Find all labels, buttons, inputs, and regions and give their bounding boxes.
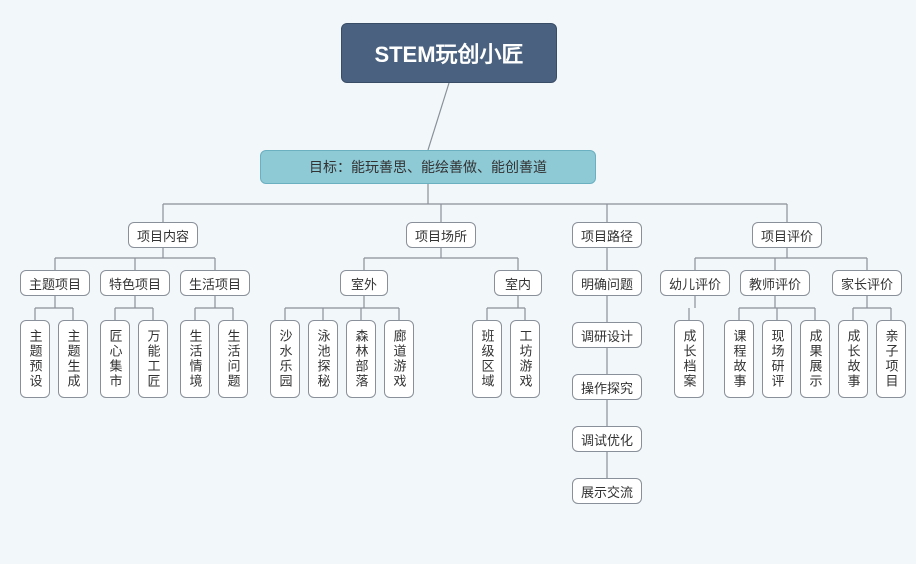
node-d15: 现场研评 [762, 320, 792, 398]
node-c2: 特色项目 [100, 270, 170, 296]
node-d16: 成果展示 [800, 320, 830, 398]
node-d1: 主题预设 [20, 320, 50, 398]
node-b1: 项目内容 [128, 222, 198, 248]
node-d10: 廊道游戏 [384, 320, 414, 398]
node-b3: 项目路径 [572, 222, 642, 248]
node-d12: 工坊游戏 [510, 320, 540, 398]
node-d2: 主题生成 [58, 320, 88, 398]
node-c9: 家长评价 [832, 270, 902, 296]
node-c7: 幼儿评价 [660, 270, 730, 296]
node-d7: 沙水乐园 [270, 320, 300, 398]
node-c5: 室内 [494, 270, 542, 296]
node-c8: 教师评价 [740, 270, 810, 296]
node-d6: 生活问题 [218, 320, 248, 398]
node-p5: 展示交流 [572, 478, 642, 504]
node-root: STEM玩创小匠 [341, 23, 557, 83]
node-c4: 室外 [340, 270, 388, 296]
node-b4: 项目评价 [752, 222, 822, 248]
node-p4: 调试优化 [572, 426, 642, 452]
node-p2: 调研设计 [572, 322, 642, 348]
node-d3: 匠心集市 [100, 320, 130, 398]
node-d4: 万能工匠 [138, 320, 168, 398]
node-d13: 成长档案 [674, 320, 704, 398]
node-p3: 操作探究 [572, 374, 642, 400]
node-d17: 成长故事 [838, 320, 868, 398]
node-c3: 生活项目 [180, 270, 250, 296]
node-d11: 班级区域 [472, 320, 502, 398]
node-d9: 森林部落 [346, 320, 376, 398]
node-c6: 明确问题 [572, 270, 642, 296]
node-goal: 目标：能玩善思、能绘善做、能创善道 [260, 150, 596, 184]
node-c1: 主题项目 [20, 270, 90, 296]
node-d18: 亲子项目 [876, 320, 906, 398]
node-d8: 泳池探秘 [308, 320, 338, 398]
node-d5: 生活情境 [180, 320, 210, 398]
node-b2: 项目场所 [406, 222, 476, 248]
node-d14: 课程故事 [724, 320, 754, 398]
